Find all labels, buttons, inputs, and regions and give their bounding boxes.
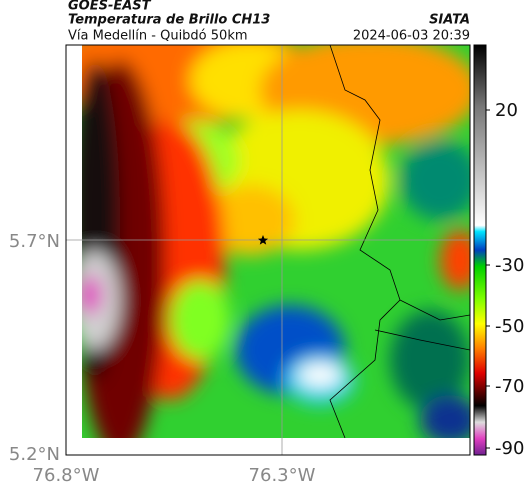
lat-label: 5.2°N — [9, 444, 60, 465]
colorbar-label: -30 — [495, 255, 524, 276]
lat-label: 5.7°N — [9, 231, 60, 252]
timestamp: 2024-06-03 20:39 — [353, 29, 470, 44]
map-frame — [65, 44, 471, 456]
colorbar-label: -90 — [495, 438, 524, 459]
colorbar-label: -70 — [495, 376, 524, 397]
colorbar-label: 20 — [495, 100, 518, 121]
subtitle: Temperatura de Brillo CH13 — [68, 13, 270, 28]
colorbar — [473, 44, 487, 456]
source: SIATA — [429, 13, 470, 28]
borders — [329, 45, 470, 438]
colorbar-label: -50 — [495, 316, 524, 337]
caption: Vía Medellín - Quibdó 50km — [68, 29, 248, 44]
satellite-image — [82, 45, 470, 438]
colorbar-ticks — [486, 109, 490, 449]
title: GOES-EAST — [68, 0, 152, 14]
lon-label: 76.8°W — [33, 465, 100, 486]
marker — [257, 235, 269, 245]
lon-label: 76.3°W — [249, 465, 316, 486]
